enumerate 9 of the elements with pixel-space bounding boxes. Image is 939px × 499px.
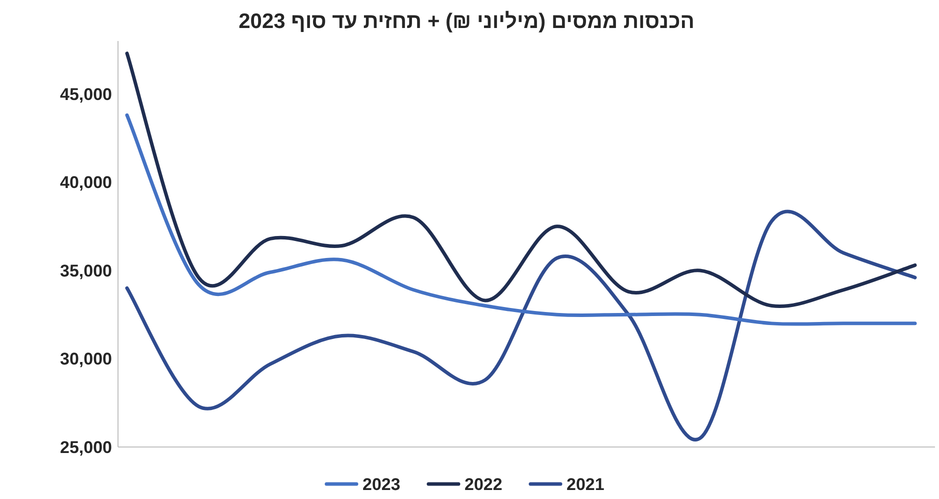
legend-label: 2023 (362, 475, 400, 494)
legend-label: 2022 (464, 475, 502, 494)
y-tick-label: 35,000 (60, 261, 112, 280)
y-tick-label: 30,000 (60, 350, 112, 369)
title: הכנסות ממסים (מיליוני ₪) + תחזית עד סוף 2023 (238, 10, 694, 33)
y-tick-label: 45,000 (60, 84, 112, 104)
y-tick-label: 25,000 (60, 438, 112, 457)
legend-label: 2021 (566, 475, 604, 494)
y-tick-label: 40,000 (60, 173, 112, 192)
